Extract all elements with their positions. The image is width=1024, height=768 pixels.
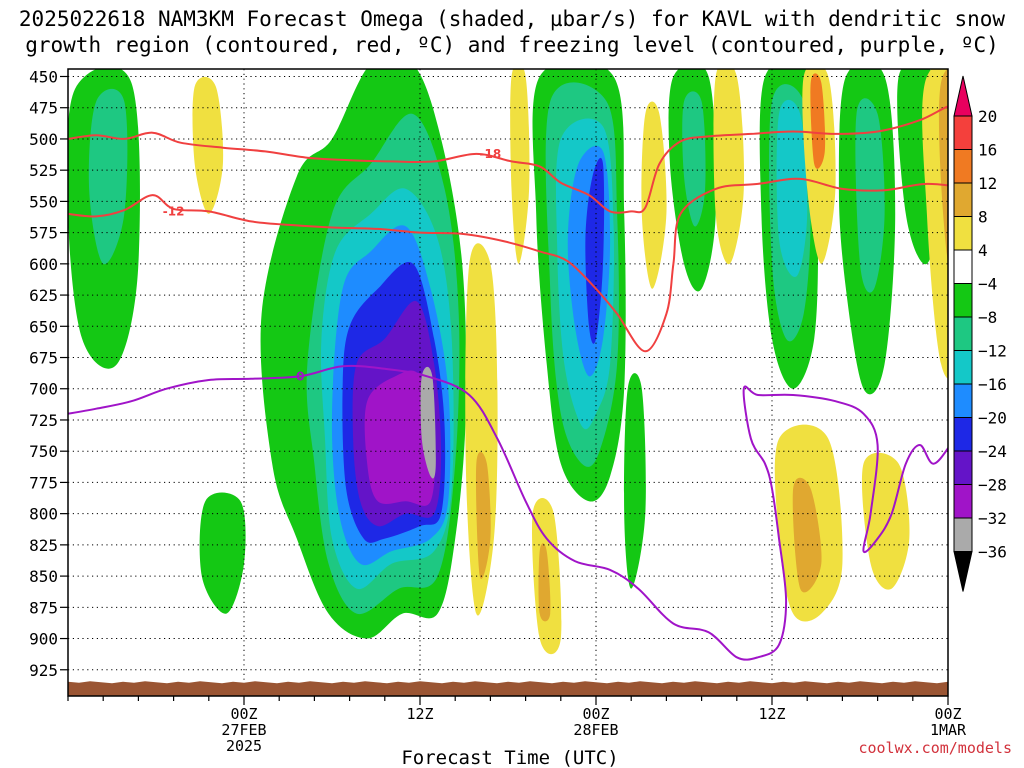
omega-region-rise-late-1 bbox=[624, 373, 646, 589]
y-tick-label-475: 475 bbox=[29, 99, 58, 118]
x-tick-label-0-2: 2025 bbox=[226, 737, 262, 755]
colorbar-swatch-13 bbox=[953, 517, 973, 552]
omega-region-sink-late-2 bbox=[713, 69, 745, 265]
colorbar-swatch-5 bbox=[953, 249, 973, 284]
colorbar-label-12: −32 bbox=[978, 509, 1007, 528]
contour-dgz-minus-18 bbox=[68, 105, 948, 214]
omega-region-sink-mid-1-core bbox=[475, 451, 491, 579]
y-tick-label-725: 725 bbox=[29, 411, 58, 430]
colorbar-top-arrow bbox=[953, 75, 973, 117]
contour-label-freezing-level-0: 0 bbox=[296, 369, 304, 383]
x-axis-label: Forecast Time (UTC) bbox=[401, 747, 618, 768]
title-line-1: 2025022618 NAM3KM Forecast Omega (shaded… bbox=[19, 7, 1006, 31]
colorbar-label-13: −36 bbox=[978, 543, 1007, 562]
title-line-2: growth region (contoured, red, ºC) and f… bbox=[25, 33, 999, 57]
ground-band bbox=[68, 680, 948, 696]
omega-region-sink-late-1 bbox=[641, 101, 667, 289]
colorbar-label-7: −12 bbox=[978, 342, 1007, 361]
pressure-axis: 450 475 500 525 550 575 600 625 650 675 700 725 750 7… bbox=[29, 67, 68, 680]
colorbar-swatch-4 bbox=[953, 216, 973, 251]
contour-label-dgz-minus-12: -12 bbox=[163, 204, 185, 218]
y-tick-label-925: 925 bbox=[29, 661, 58, 680]
colorbar-label-11: −28 bbox=[978, 476, 1007, 495]
y-tick-label-700: 700 bbox=[29, 380, 58, 399]
x-tick-label-20-0: 00Z bbox=[934, 705, 961, 723]
x-tick-label-5-0: 12Z bbox=[406, 705, 433, 723]
colorbar-swatch-1 bbox=[953, 115, 973, 150]
colorbar-label-3: 8 bbox=[978, 208, 988, 227]
omega-region-sink-mid-3-core bbox=[538, 543, 551, 622]
ground-layer bbox=[68, 680, 948, 696]
colorbar-swatch-10 bbox=[953, 417, 973, 452]
colorbar-label-10: −24 bbox=[978, 442, 1007, 461]
credit-text: coolwx.com/models bbox=[858, 739, 1012, 757]
colorbar-label-9: −20 bbox=[978, 409, 1007, 428]
y-tick-label-550: 550 bbox=[29, 192, 58, 211]
plot-frame bbox=[67, 68, 949, 697]
colorbar-label-0: 20 bbox=[978, 107, 997, 126]
plot-area: -18 -12 0 bbox=[68, 69, 948, 696]
omega-region-sink-late-3-core bbox=[810, 73, 826, 169]
x-tick-label-20-1: 1MAR bbox=[930, 721, 967, 739]
colorbar-label-6: −8 bbox=[978, 308, 997, 327]
y-tick-label-800: 800 bbox=[29, 505, 58, 524]
y-tick-label-525: 525 bbox=[29, 161, 58, 180]
x-tick-label-0-1: 27FEB bbox=[221, 721, 266, 739]
y-tick-label-775: 775 bbox=[29, 473, 58, 492]
omega-region-rise-small-left bbox=[199, 492, 246, 614]
colorbar-bottom-arrow bbox=[953, 551, 973, 592]
omega-region-main-rise-28 bbox=[364, 370, 435, 506]
contour-freezing-level-0 bbox=[68, 364, 948, 661]
y-tick-label-750: 750 bbox=[29, 442, 58, 461]
y-tick-label-500: 500 bbox=[29, 130, 58, 149]
y-tick-label-625: 625 bbox=[29, 286, 58, 305]
colorbar-label-1: 16 bbox=[978, 141, 997, 160]
y-tick-label-675: 675 bbox=[29, 349, 58, 368]
colorbar-label-4: 4 bbox=[978, 241, 988, 260]
y-tick-label-900: 900 bbox=[29, 630, 58, 649]
y-tick-label-650: 650 bbox=[29, 317, 58, 336]
colorbar: 20 16 12 8 4 −4 −8 −12 −16 −20 −24 −28 −32 −36 bbox=[953, 75, 1007, 592]
omega-region-main-rise-32 bbox=[420, 366, 436, 479]
omega-region-sink-late-4-core bbox=[792, 477, 822, 593]
contour-lines: -18 -12 0 bbox=[68, 105, 948, 661]
colorbar-swatch-11 bbox=[953, 450, 973, 485]
y-tick-label-575: 575 bbox=[29, 224, 58, 243]
colorbar-swatch-7 bbox=[953, 316, 973, 351]
x-tick-label-0-0: 00Z bbox=[230, 705, 257, 723]
colorbar-label-5: −4 bbox=[978, 275, 997, 294]
omega-region-rise-late-2-core bbox=[682, 91, 706, 227]
omega-region-sink-mid-2 bbox=[510, 69, 530, 264]
omega-region-weak-rise-early-core bbox=[88, 88, 128, 265]
x-tick-label-15-0: 12Z bbox=[758, 705, 785, 723]
chart-title: 2025022618 NAM3KM Forecast Omega (shaded… bbox=[19, 7, 1006, 57]
contour-dgz-minus-12 bbox=[68, 177, 948, 353]
y-tick-label-850: 850 bbox=[29, 567, 58, 586]
colorbar-swatch-9 bbox=[953, 383, 973, 418]
x-tick-label-10-1: 28FEB bbox=[573, 721, 618, 739]
contour-label-dgz-minus-18: -18 bbox=[480, 147, 502, 161]
y-tick-label-825: 825 bbox=[29, 536, 58, 555]
y-tick-label-600: 600 bbox=[29, 255, 58, 274]
colorbar-swatch-2 bbox=[953, 149, 973, 184]
colorbar-swatch-3 bbox=[953, 182, 973, 217]
colorbar-label-2: 12 bbox=[978, 174, 997, 193]
omega-region-rise-late-4-core bbox=[855, 98, 885, 293]
omega-region-sink-late-6-8 bbox=[938, 69, 948, 264]
colorbar-label-8: −16 bbox=[978, 375, 1007, 394]
y-tick-label-875: 875 bbox=[29, 598, 58, 617]
colorbar-swatch-12 bbox=[953, 484, 973, 519]
y-tick-label-450: 450 bbox=[29, 67, 58, 86]
x-tick-label-10-0: 00Z bbox=[582, 705, 609, 723]
colorbar-swatch-8 bbox=[953, 350, 973, 385]
colorbar-swatch-6 bbox=[953, 283, 973, 318]
